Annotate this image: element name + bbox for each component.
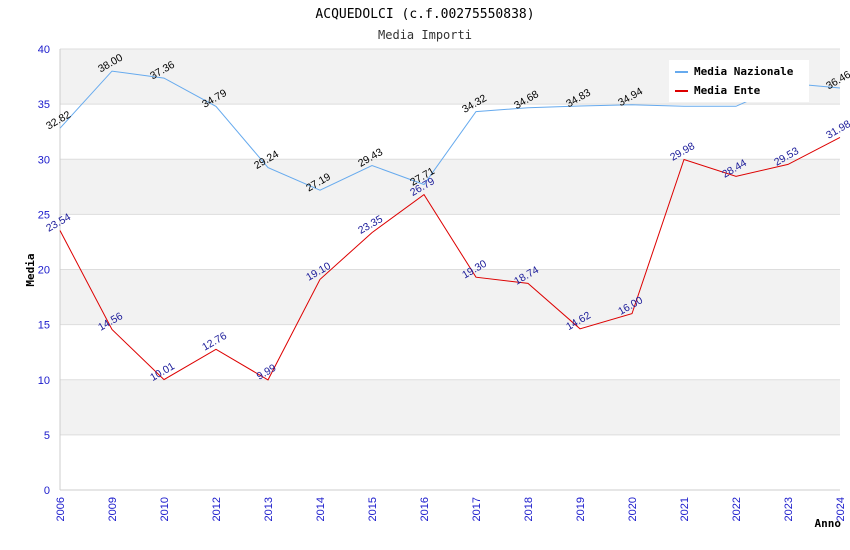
- x-tick-label: 2017: [471, 497, 483, 521]
- x-tick-label: 2006: [55, 497, 67, 521]
- legend-label-ente: Media Ente: [694, 84, 761, 97]
- x-tick-label: 2009: [107, 497, 119, 521]
- series-line-ente: [59, 136, 841, 381]
- y-tick-label: 10: [38, 375, 50, 387]
- grid-band: [60, 269, 840, 325]
- y-tick-label: 20: [38, 265, 50, 277]
- y-axis-title: Media: [24, 253, 37, 286]
- chart-title: ACQUEDOLCI (c.f.00275550838): [315, 7, 534, 22]
- x-tick-label: 2016: [419, 497, 431, 521]
- x-tick-label: 2014: [315, 497, 327, 521]
- legend: Media Nazionale Media Ente: [669, 60, 809, 102]
- series-lines: [59, 70, 841, 381]
- grid-band: [60, 379, 840, 435]
- y-tick-label: 5: [44, 430, 50, 442]
- x-tick-label: 2010: [159, 497, 171, 521]
- y-tick-label: 15: [38, 320, 50, 332]
- x-tick-label: 2012: [211, 497, 223, 521]
- x-tick-labels: 2006 2009 2010 2012 2013 2014 2015 2016 2017 2018…: [55, 497, 847, 521]
- y-tick-labels: 0 5 10 15 20 25 30 35 40: [38, 44, 50, 497]
- series-line-nazionale: [59, 70, 841, 191]
- grid-band: [60, 104, 840, 160]
- y-tick-label: 0: [44, 485, 50, 497]
- x-tick-label: 2021: [679, 497, 691, 521]
- x-tick-label: 2013: [263, 497, 275, 521]
- x-tick-label: 2020: [627, 497, 639, 521]
- grid-bands: [60, 48, 840, 491]
- x-tick-label: 2024: [835, 497, 847, 521]
- legend-label-nazionale: Media Nazionale: [694, 65, 794, 78]
- grid-band: [60, 214, 840, 270]
- x-tick-label: 2022: [731, 497, 743, 521]
- x-tick-label: 2023: [783, 497, 795, 521]
- x-axis-title: Anno: [815, 517, 842, 530]
- x-tick-label: 2019: [575, 497, 587, 521]
- y-tick-label: 25: [38, 209, 50, 221]
- y-tick-label: 40: [38, 44, 50, 56]
- grid-band: [60, 434, 840, 490]
- x-tick-label: 2015: [367, 497, 379, 521]
- grid-band: [60, 324, 840, 380]
- y-tick-label: 30: [38, 154, 50, 166]
- chart-axes: [59, 49, 840, 491]
- x-tick-label: 2018: [523, 497, 535, 521]
- y-tick-label: 35: [38, 99, 50, 111]
- chart-subtitle: Media Importi: [378, 28, 472, 42]
- legend-box: [669, 60, 809, 102]
